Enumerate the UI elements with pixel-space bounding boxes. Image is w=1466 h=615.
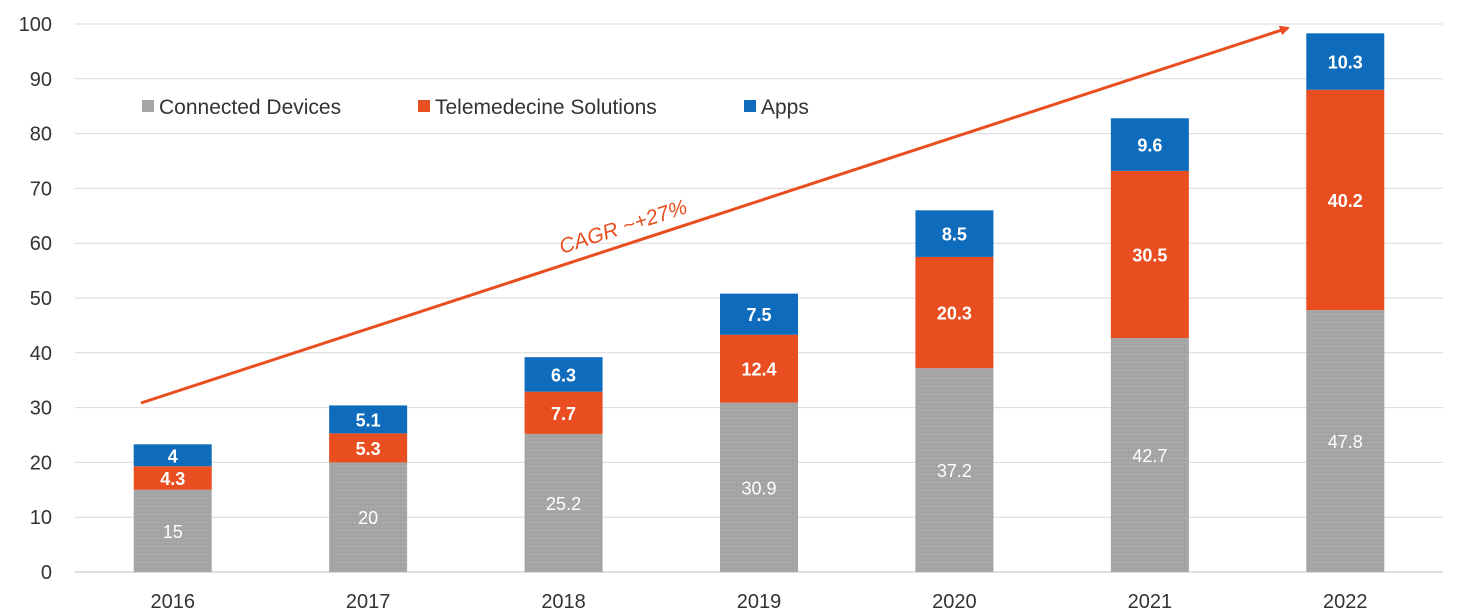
data-label: 30.5 <box>1132 245 1167 265</box>
legend: Connected Devices Telemedecine Solutions A… <box>142 96 809 119</box>
cagr-label: CAGR ~+27% <box>556 196 690 259</box>
data-label: 4.3 <box>160 469 185 489</box>
bar-segment-apps <box>133 444 212 467</box>
bar-segment-connected-devices <box>1110 338 1189 572</box>
data-label: 15 <box>163 522 183 542</box>
data-label: 20 <box>358 508 378 528</box>
bar-segment-apps <box>915 210 994 257</box>
bar-segment-connected-devices <box>133 489 212 572</box>
y-tick-label: 80 <box>30 124 52 146</box>
x-tick-label: 2020 <box>932 591 977 613</box>
bar-segment-connected-devices <box>524 433 603 572</box>
data-label: 5.3 <box>356 439 381 459</box>
data-label: 20.3 <box>937 304 972 324</box>
x-tick-label: 2018 <box>541 591 586 613</box>
data-label: 25.2 <box>546 494 581 514</box>
x-tick-label: 2022 <box>1323 591 1368 613</box>
legend-label: Telemedecine Solutions <box>435 96 657 119</box>
legend-swatch <box>418 100 430 112</box>
bar-segment-connected-devices <box>915 368 994 572</box>
y-tick-label: 10 <box>30 507 52 529</box>
y-tick-label: 50 <box>30 288 52 310</box>
data-label: 4 <box>168 446 178 466</box>
bar-segment-telemedecine-solutions <box>1306 89 1385 311</box>
y-tick-label: 60 <box>30 233 52 255</box>
data-label: 30.9 <box>741 478 776 498</box>
bar-segment-telemedecine-solutions <box>720 334 798 403</box>
data-label: 42.7 <box>1132 446 1167 466</box>
bar-segment-telemedecine-solutions <box>133 466 212 490</box>
bar-segment-connected-devices <box>1306 310 1385 572</box>
bar-segment-apps <box>1110 118 1189 171</box>
x-tick-label: 2021 <box>1128 591 1173 613</box>
y-axis-tick-labels: 0 10 20 30 40 50 60 70 80 90 100 <box>19 14 52 584</box>
trend-arrow <box>140 25 1290 405</box>
y-tick-label: 100 <box>19 14 52 36</box>
bar-segment-telemedecine-solutions <box>915 256 994 369</box>
data-label: 9.6 <box>1137 136 1162 156</box>
data-label: 6.3 <box>551 365 576 385</box>
legend-label: Connected Devices <box>159 96 341 119</box>
bar-segment-apps <box>329 405 408 434</box>
legend-swatch <box>744 100 756 112</box>
bar-segment-connected-devices <box>329 462 408 572</box>
data-label: 47.8 <box>1328 432 1363 452</box>
y-tick-label: 40 <box>30 343 52 365</box>
x-axis-tick-labels: 2016 2017 2018 2019 2020 2021 2022 <box>150 591 1367 613</box>
y-tick-label: 70 <box>30 178 52 200</box>
y-tick-label: 0 <box>41 562 52 584</box>
x-tick-label: 2016 <box>150 591 195 613</box>
y-tick-label: 20 <box>30 452 52 474</box>
data-label: 12.4 <box>741 360 776 380</box>
y-tick-label: 30 <box>30 398 52 420</box>
x-tick-label: 2017 <box>346 591 391 613</box>
bar-segment-connected-devices <box>720 402 798 572</box>
data-label: 7.7 <box>551 404 576 424</box>
x-tick-label: 2019 <box>737 591 782 613</box>
data-label: 7.5 <box>746 305 771 325</box>
legend-swatch <box>142 100 154 112</box>
data-label: 10.3 <box>1328 53 1363 73</box>
data-label: 40.2 <box>1328 191 1363 211</box>
data-label: 37.2 <box>937 461 972 481</box>
bar-segment-telemedecine-solutions <box>524 391 603 434</box>
y-tick-label: 90 <box>30 69 52 91</box>
legend-label: Apps <box>761 96 809 119</box>
bar-segment-telemedecine-solutions <box>1110 170 1189 339</box>
bar-segment-telemedecine-solutions <box>329 433 408 463</box>
data-label: 8.5 <box>942 225 967 245</box>
bar-segment-apps <box>524 357 603 392</box>
bars: 15 4.3 4 20 5.3 5.1 25.2 7.7 6.3 30.9 12.4 7.5 37.2 2… <box>133 33 1385 572</box>
data-label: 5.1 <box>356 410 381 430</box>
bar-segment-apps <box>720 293 798 335</box>
bar-segment-apps <box>1306 33 1385 90</box>
